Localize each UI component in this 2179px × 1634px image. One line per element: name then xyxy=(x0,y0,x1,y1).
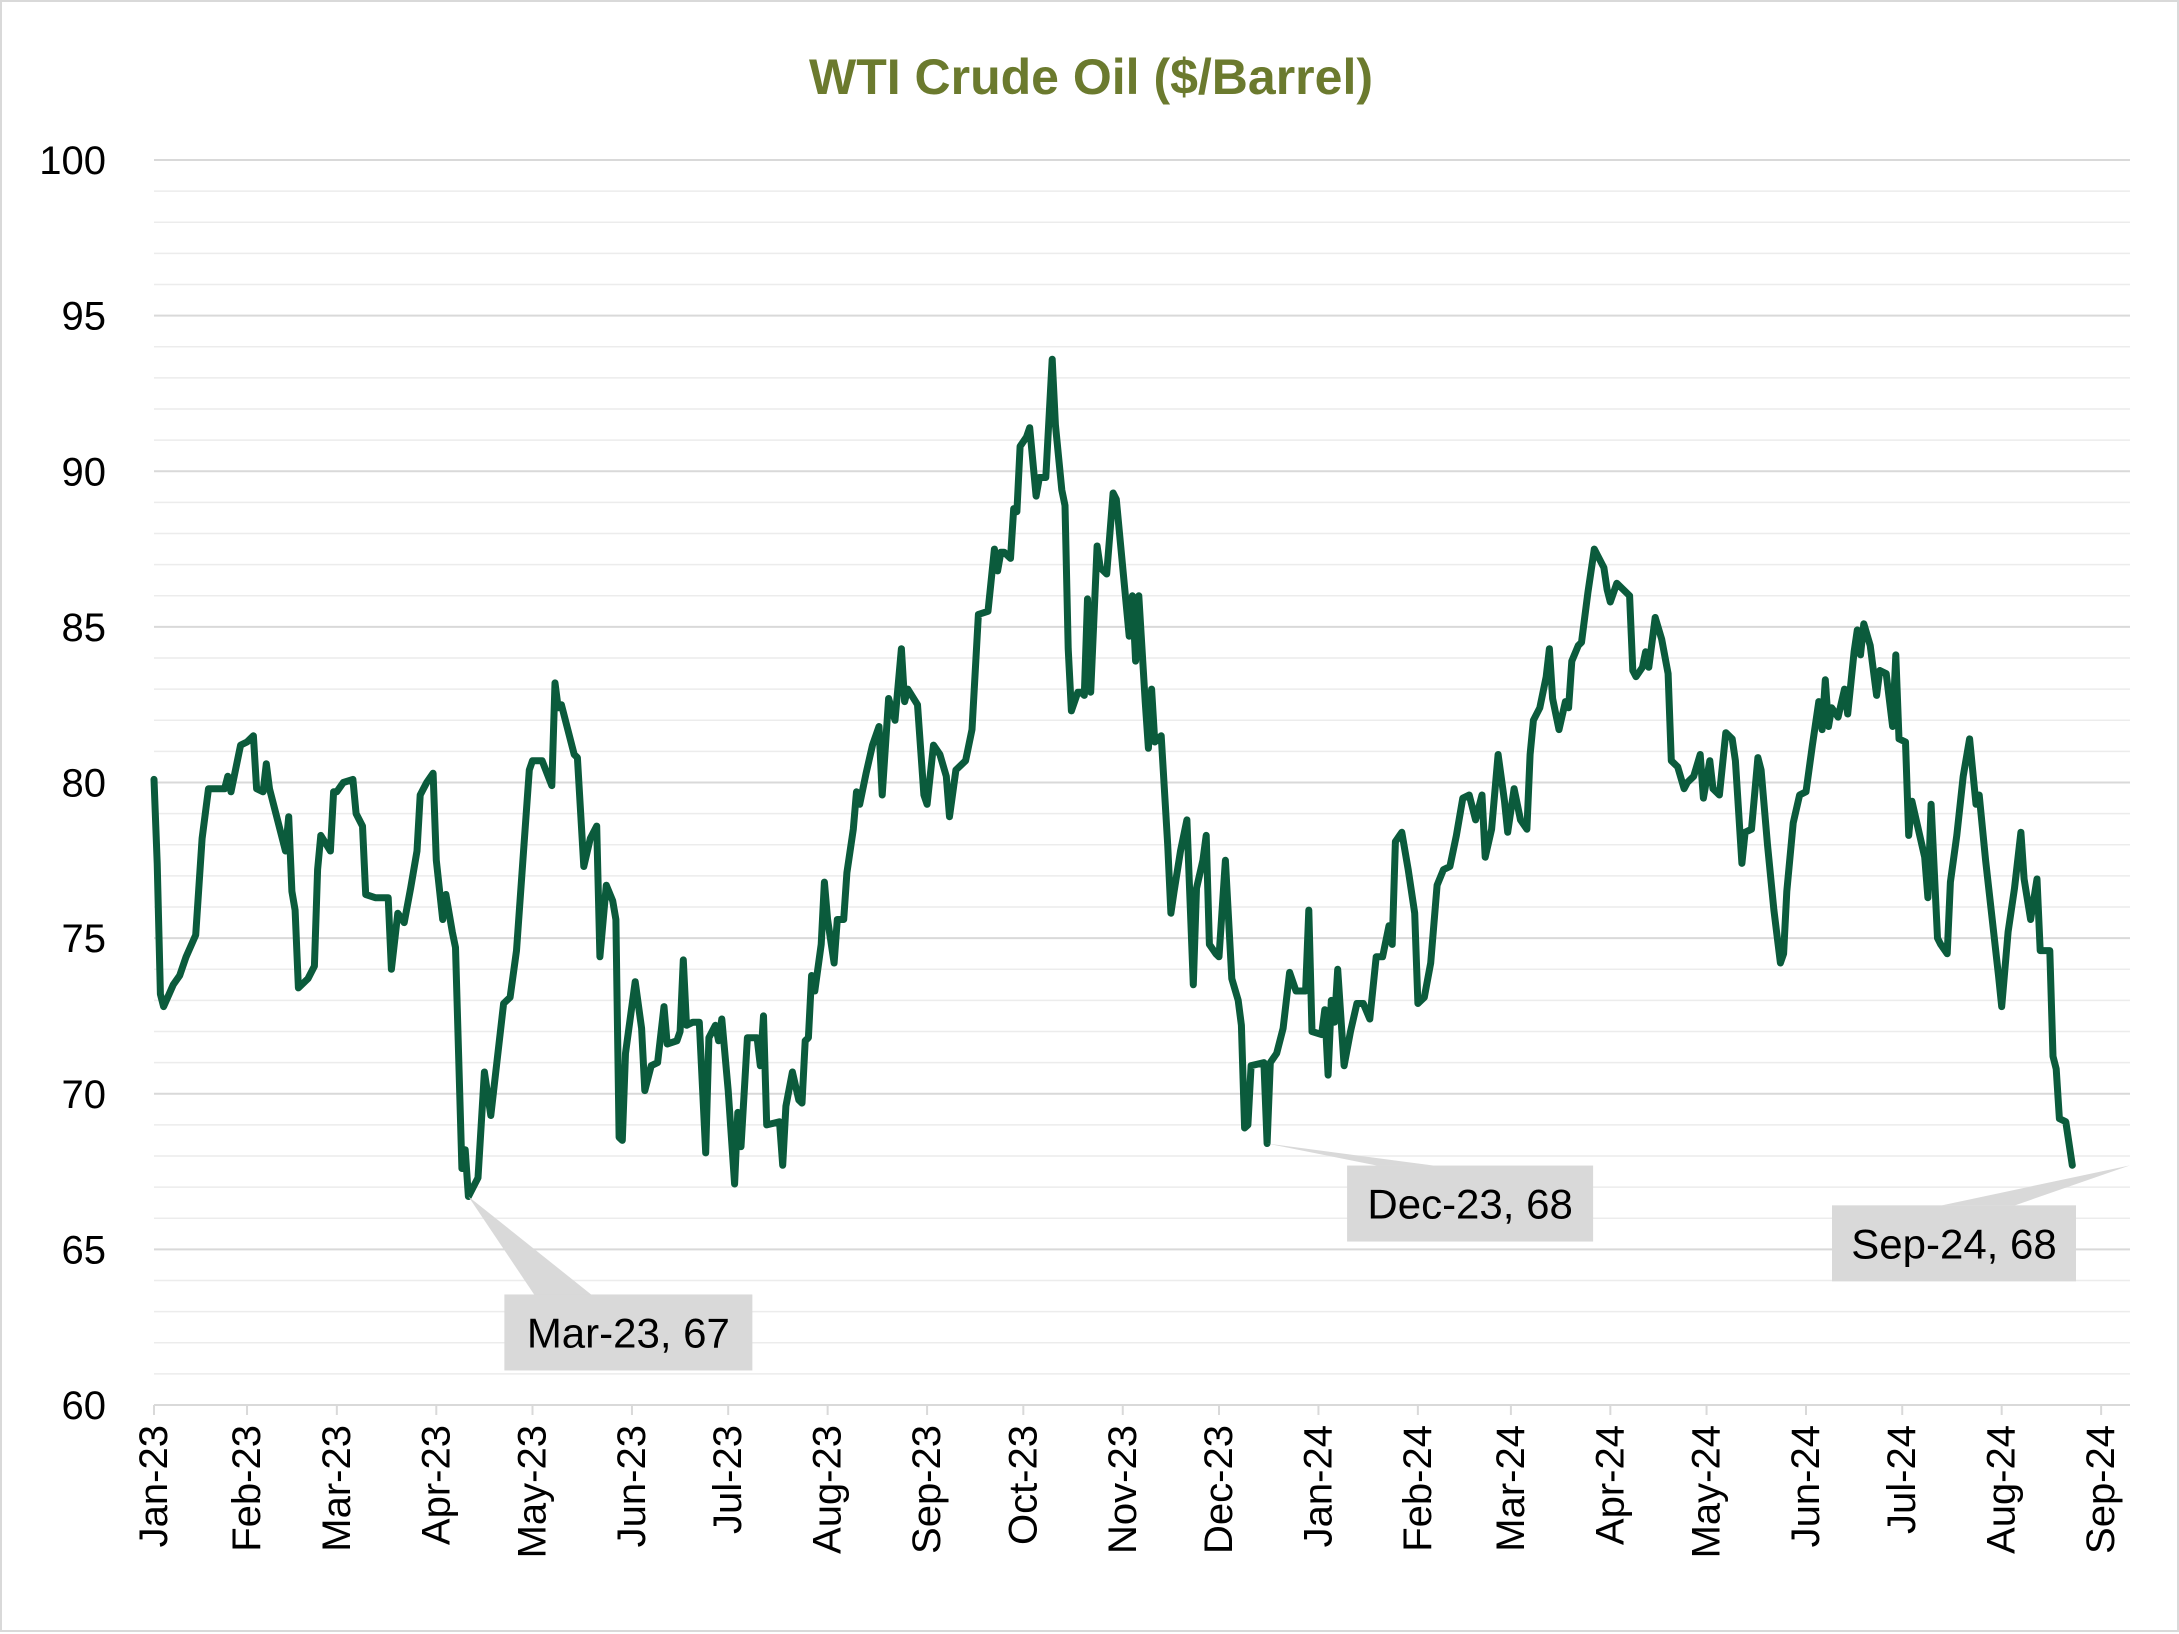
series-line xyxy=(150,355,2076,1200)
x-tick-label: Jul-24 xyxy=(1880,1425,1924,1534)
callout-label: Sep-24, 68 xyxy=(1851,1220,2057,1267)
callout-box xyxy=(504,1294,753,1371)
chart-title: WTI Crude Oil ($/Barrel) xyxy=(809,49,1373,105)
x-tick-label: Mar-23 xyxy=(315,1425,359,1552)
callout-box xyxy=(1832,1205,2076,1282)
y-tick-label: 95 xyxy=(62,295,107,339)
callout-pointer xyxy=(1941,1165,2130,1206)
x-tick-label: Jul-23 xyxy=(706,1425,750,1534)
x-tick-label: Sep-24 xyxy=(2079,1425,2123,1554)
y-tick-label: 85 xyxy=(62,606,107,650)
x-tick-label: Jan-23 xyxy=(132,1425,176,1547)
x-tick-label: Sep-23 xyxy=(905,1425,949,1554)
callout-layer: Mar-23, 67 Dec-23, 68 Sep-24, 68 xyxy=(468,1143,2130,1371)
callout-label: Dec-23, 68 xyxy=(1367,1181,1572,1228)
x-tick-label: Aug-24 xyxy=(1980,1425,2024,1554)
x-tick-label: Feb-23 xyxy=(225,1425,269,1552)
x-tick-label: Apr-23 xyxy=(414,1425,458,1545)
x-tick-label: Mar-24 xyxy=(1489,1425,1533,1552)
y-axis-tick-labels: 60 65 70 75 80 85 90 95 100 xyxy=(39,139,106,1428)
series-layer xyxy=(150,355,2076,1200)
callout-box xyxy=(1347,1165,1594,1242)
x-tick-label: Apr-24 xyxy=(1588,1425,1632,1545)
minor-gridlines xyxy=(154,190,2130,1375)
x-tick-label: Aug-23 xyxy=(806,1425,850,1554)
x-tick-label: Jan-24 xyxy=(1296,1425,1340,1547)
callout-pointer xyxy=(1267,1143,1434,1166)
x-tick-label: May-24 xyxy=(1685,1425,1729,1558)
x-tick-label: Dec-23 xyxy=(1197,1425,1241,1554)
x-tick-label: Oct-23 xyxy=(1001,1425,1045,1545)
y-tick-label: 65 xyxy=(62,1228,107,1272)
callout-label: Mar-23, 67 xyxy=(527,1309,730,1356)
y-tick-label: 75 xyxy=(62,917,107,961)
callout-pointer xyxy=(468,1196,592,1295)
x-axis-tick-labels: Jan-23 Feb-23 Mar-23 Apr-23 May-23 Jun-23 Jul-… xyxy=(132,1405,2123,1558)
y-tick-label: 100 xyxy=(39,139,106,183)
y-tick-label: 70 xyxy=(62,1073,107,1117)
x-tick-label: Jun-23 xyxy=(610,1425,654,1547)
x-tick-label: Jun-24 xyxy=(1784,1425,1828,1547)
y-tick-label: 90 xyxy=(62,450,107,494)
y-tick-label: 80 xyxy=(62,762,107,806)
x-tick-label: Feb-24 xyxy=(1396,1425,1440,1552)
x-tick-label: May-23 xyxy=(511,1425,555,1558)
x-tick-label: Nov-23 xyxy=(1101,1425,1145,1554)
y-tick-label: 60 xyxy=(62,1384,107,1428)
